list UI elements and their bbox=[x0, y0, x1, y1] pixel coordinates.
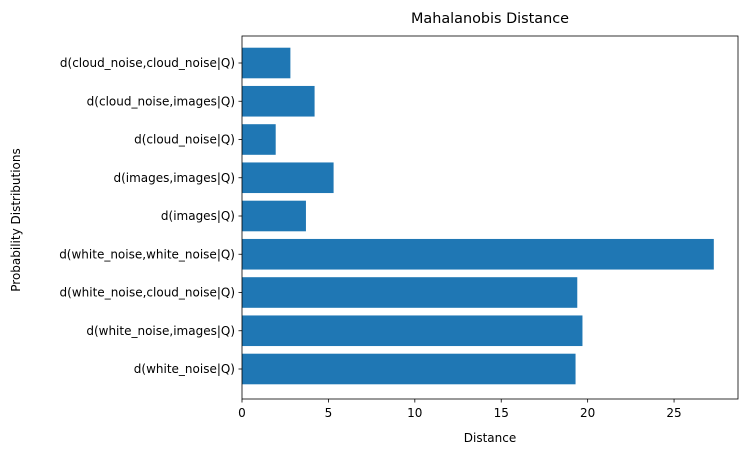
y-tick-label: d(cloud_noise|Q) bbox=[134, 133, 235, 147]
y-tick-label: d(white_noise|Q) bbox=[134, 362, 235, 376]
x-tick-label: 15 bbox=[494, 406, 509, 420]
x-tick-label: 5 bbox=[325, 406, 333, 420]
y-axis-label: Probability Distributions bbox=[9, 148, 23, 292]
bar bbox=[242, 200, 306, 232]
plot-frame bbox=[241, 35, 739, 400]
y-ticks-group: d(white_noise|Q) d(white_noise,images|Q) d… bbox=[59, 56, 242, 376]
y-tick-label: d(white_noise,white_noise|Q) bbox=[59, 247, 235, 261]
x-tick-label: 10 bbox=[407, 406, 422, 420]
x-ticks-group: 0 5 10 15 20 25 bbox=[238, 399, 682, 420]
bars-group bbox=[242, 47, 714, 385]
bar bbox=[242, 85, 315, 117]
bar bbox=[242, 277, 578, 308]
bar bbox=[242, 315, 583, 347]
bar bbox=[242, 238, 714, 270]
bar bbox=[242, 162, 334, 194]
y-tick-label: d(cloud_noise,images|Q) bbox=[87, 94, 235, 108]
bar bbox=[242, 47, 291, 79]
y-tick-label: d(white_noise,images|Q) bbox=[86, 324, 235, 338]
y-tick-label: d(cloud_noise,cloud_noise|Q) bbox=[60, 56, 235, 70]
chart-title: Mahalanobis Distance bbox=[411, 11, 569, 27]
bar bbox=[242, 124, 276, 155]
y-tick-label: d(images|Q) bbox=[161, 209, 235, 223]
y-tick-label: d(images,images|Q) bbox=[113, 171, 235, 185]
bar bbox=[242, 353, 576, 385]
x-tick-label: 20 bbox=[580, 406, 595, 420]
x-tick-label: 0 bbox=[238, 406, 246, 420]
x-tick-label: 25 bbox=[666, 406, 681, 420]
x-axis-label: Distance bbox=[464, 431, 516, 445]
y-tick-label: d(white_noise,cloud_noise|Q) bbox=[60, 286, 235, 300]
